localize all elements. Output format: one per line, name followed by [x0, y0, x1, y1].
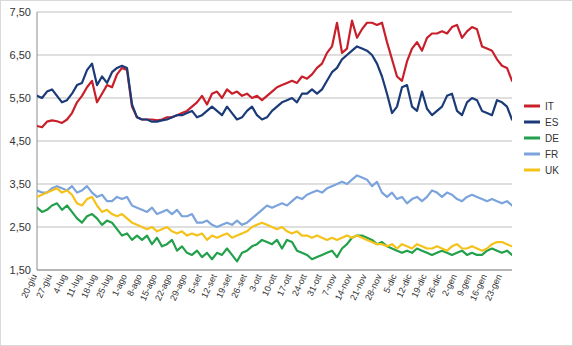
grid-line	[37, 141, 512, 142]
grid-line	[37, 270, 512, 271]
legend-label: FR	[545, 149, 558, 160]
legend-swatch	[524, 105, 540, 108]
y-axis	[37, 12, 38, 270]
y-tick-label: 4,50	[10, 135, 31, 147]
y-tick-label: 3,50	[10, 178, 31, 190]
legend-label: UK	[545, 165, 559, 176]
series-line	[37, 46, 512, 121]
series-line	[37, 175, 512, 227]
grid-line	[37, 184, 512, 185]
series-line	[37, 188, 512, 250]
series-line	[37, 21, 512, 128]
y-tick-label: 6,50	[10, 49, 31, 61]
chart-frame	[1, 1, 573, 346]
grid-line	[37, 98, 512, 99]
y-tick-label: 7,50	[10, 6, 31, 18]
legend-swatch	[524, 169, 540, 172]
y-tick-label: 1,50	[10, 264, 31, 276]
grid-line	[37, 55, 512, 56]
legend-label: IT	[545, 101, 554, 112]
legend-swatch	[524, 137, 540, 140]
series-lines	[37, 21, 512, 262]
y-tick-label: 2,50	[10, 221, 31, 233]
legend-label: DE	[545, 133, 559, 144]
legend-label: ES	[545, 117, 559, 128]
x-tick-label: 27-giu	[34, 273, 54, 300]
x-tick-label: 29-ago	[168, 273, 189, 303]
x-axis	[37, 270, 512, 271]
x-tick-label: 25-lug	[94, 273, 114, 300]
legend-swatch	[524, 153, 540, 156]
chart: 1,502,503,504,505,506,507,5020-giu27-giu…	[0, 0, 573, 346]
x-tick-label: 23-gen	[483, 273, 504, 303]
x-tick-label: 28-nov	[363, 272, 384, 302]
axes: 1,502,503,504,505,506,507,5020-giu27-giu…	[10, 6, 512, 302]
y-tick-label: 5,50	[10, 92, 31, 104]
legend: IT ES DE FR UK	[524, 101, 559, 176]
grid-line	[37, 12, 512, 13]
legend-swatch	[524, 121, 540, 124]
x-tick-label: 26-set	[229, 272, 249, 299]
